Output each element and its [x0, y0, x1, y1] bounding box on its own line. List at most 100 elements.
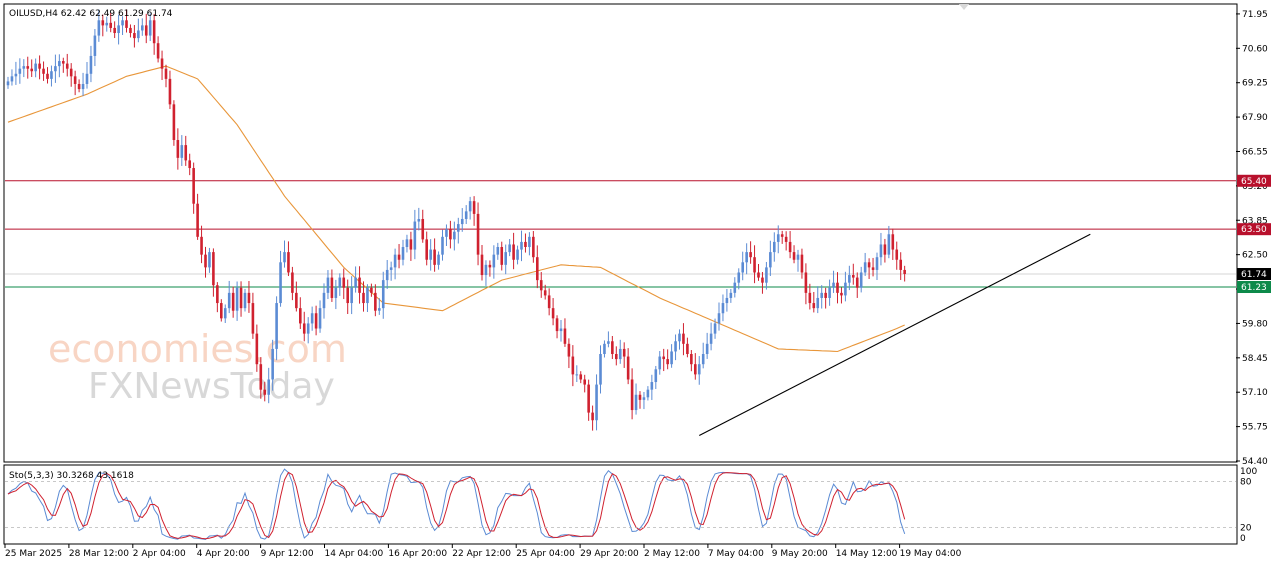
candle: [85, 61, 89, 89]
candle: [401, 239, 405, 266]
ma-line: [7, 65, 905, 353]
candle: [820, 285, 823, 309]
candle: [109, 12, 112, 33]
level-tag: [1237, 174, 1271, 187]
candle: [259, 357, 263, 399]
candle: [792, 245, 796, 264]
candle: [429, 239, 432, 271]
candle: [670, 344, 673, 368]
candle: [247, 281, 251, 313]
candle: [350, 276, 353, 315]
candle: [283, 240, 286, 268]
candle: [666, 349, 669, 370]
candle: [176, 128, 180, 170]
candle: [717, 302, 721, 331]
candle: [358, 266, 361, 304]
candle: [520, 230, 523, 262]
candle: [867, 258, 871, 279]
candle: [196, 193, 199, 240]
price-tick-label: 57.10: [1242, 388, 1268, 398]
candle: [725, 289, 729, 312]
candle: [713, 318, 717, 339]
candle: [567, 338, 571, 369]
candle: [306, 317, 310, 344]
candle: [10, 69, 14, 86]
candle: [334, 279, 338, 310]
time-tick-label: 2 Apr 04:00: [133, 549, 186, 559]
candle: [757, 263, 760, 281]
candle: [46, 67, 49, 84]
candle: [476, 202, 480, 266]
candle: [615, 346, 618, 366]
candle: [460, 208, 464, 232]
price-tick-label: 63.85: [1242, 216, 1268, 226]
candle: [299, 297, 302, 329]
time-tick-label: 9 May 20:00: [772, 549, 828, 559]
stoch-level-label: 80: [1240, 477, 1252, 487]
candle: [220, 299, 223, 322]
symbol-header: OILUSD,H4 62.42 62.49 61.29 61.74: [9, 9, 173, 19]
trendline: [698, 233, 1091, 437]
candle: [227, 280, 231, 314]
time-tick-label: 25 Apr 04:00: [516, 549, 575, 559]
moving-average: [7, 65, 905, 353]
candle: [780, 230, 784, 244]
candle: [216, 282, 219, 313]
candle: [172, 100, 176, 146]
candle: [812, 291, 816, 313]
level-tag: [1237, 223, 1271, 236]
time-tick-label: 22 Apr 12:00: [452, 549, 511, 559]
candle: [599, 345, 602, 394]
trendline-layer: [698, 233, 1091, 437]
candle: [859, 266, 863, 293]
candle: [65, 53, 69, 77]
candle: [709, 322, 713, 351]
candle: [156, 36, 160, 63]
candle: [784, 231, 788, 251]
candle: [543, 284, 547, 300]
candle: [291, 266, 294, 301]
candle: [62, 57, 65, 73]
candle: [34, 58, 37, 78]
candle: [694, 353, 697, 380]
candle: [449, 220, 452, 249]
candle: [168, 70, 172, 110]
candle: [381, 271, 385, 319]
candle: [22, 59, 26, 78]
level-tag-label: 63.50: [1241, 225, 1267, 235]
price-tick-label: 59.80: [1242, 319, 1268, 329]
candle: [662, 348, 665, 372]
candle: [330, 269, 334, 302]
candle: [496, 242, 500, 260]
candle: [93, 29, 97, 67]
candle: [58, 54, 61, 78]
price-tick-label: 55.75: [1242, 423, 1268, 433]
candle: [77, 79, 81, 93]
candle: [891, 228, 895, 260]
candle: [50, 65, 53, 87]
candle: [579, 371, 583, 384]
candle: [816, 286, 820, 314]
candle: [539, 272, 543, 298]
candle: [129, 24, 132, 38]
candle: [453, 221, 456, 251]
candle: [852, 263, 855, 285]
candle: [405, 234, 409, 253]
candle: [117, 14, 120, 45]
candle: [682, 323, 685, 356]
candle: [516, 245, 519, 265]
price-tick-label: 54.40: [1242, 457, 1268, 467]
candle: [480, 245, 484, 281]
candle: [776, 225, 780, 254]
candle: [883, 238, 887, 263]
candle: [492, 245, 496, 279]
watermark: economies.com FXNewsToday: [48, 327, 347, 407]
candle: [741, 251, 744, 281]
candle: [788, 231, 792, 259]
candle: [6, 76, 10, 89]
time-axis: 25 Mar 2025 28 Mar 12:00 2 Apr 04:00 4 Apr …: [4, 544, 962, 559]
candle: [583, 374, 586, 393]
candle: [571, 345, 575, 387]
candle: [208, 247, 211, 273]
